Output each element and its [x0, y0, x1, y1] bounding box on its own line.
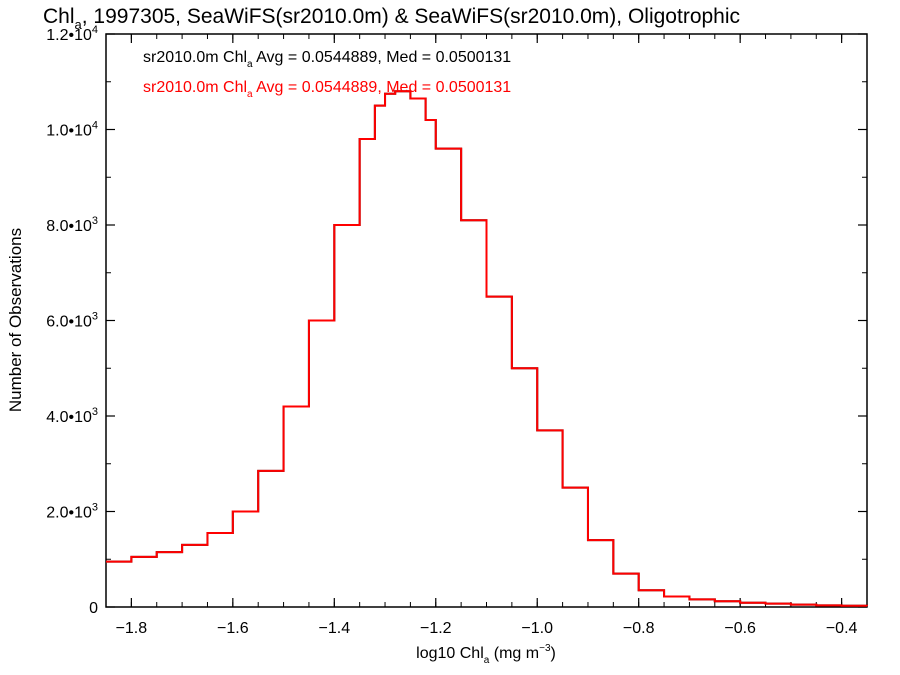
x-tick-label: −1.2: [420, 620, 452, 637]
annotation-black: sr2010.0m Chla Avg = 0.0544889, Med = 0.…: [143, 49, 511, 70]
y-tick-label: 1.0•104: [46, 120, 98, 140]
plot-frame: [105, 33, 868, 608]
x-tick-label: −1.0: [521, 620, 553, 637]
y-tick-label: 2.0•103: [46, 502, 98, 522]
x-tick-label: −0.8: [623, 620, 655, 637]
y-tick-label: 0: [89, 600, 98, 617]
y-tick-label: 4.0•103: [46, 406, 98, 426]
series-line-0: [106, 90, 868, 607]
x-tick-label: −1.4: [319, 620, 351, 637]
annotation-red: sr2010.0m Chla Avg = 0.0544889, Med = 0.…: [143, 79, 511, 100]
x-axis-label: log10 Chla (mg m−3): [416, 643, 556, 666]
y-axis-label: Number of Observations: [6, 228, 25, 412]
x-tick-label: −0.4: [826, 620, 858, 637]
series-line-1: [106, 90, 868, 607]
x-tick-label: −0.6: [724, 620, 756, 637]
y-tick-label: 6.0•103: [46, 311, 98, 331]
series-group: [106, 90, 868, 607]
y-tick-label: 1.2•104: [46, 24, 98, 44]
x-tick-label: −1.6: [217, 620, 249, 637]
y-tick-label: 8.0•103: [46, 215, 98, 235]
chart-title: Chla, 1997305, SeaWiFS(sr2010.0m) & SeaW…: [43, 5, 740, 32]
x-axis: −1.8 −1.6 −1.4 −1.2 −1.0 −0.8 −0.6 −0.4: [105, 34, 868, 637]
x-tick-label: −1.8: [116, 620, 148, 637]
y-axis: 0 2.0•103 4.0•103 6.0•103 8.0•103 1.0•104 1.2•…: [46, 24, 867, 617]
